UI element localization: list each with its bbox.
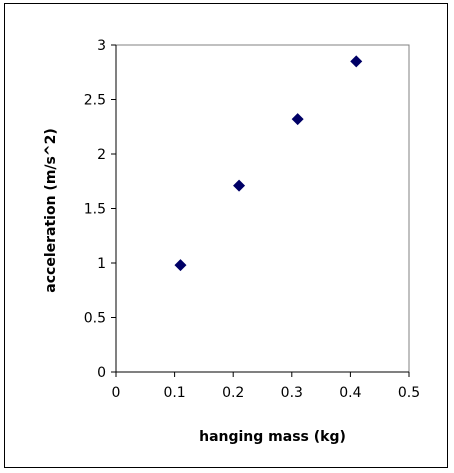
x-tick-label: 0 (112, 385, 121, 401)
x-tick-label: 0.2 (222, 385, 244, 401)
y-tick-label: 1.5 (84, 202, 106, 218)
data-points (174, 55, 363, 272)
x-tick-label: 0.4 (339, 385, 361, 401)
x-tick-label: 0.3 (281, 385, 303, 401)
y-tick-label: 3 (97, 38, 106, 54)
y-tick-label: 1 (97, 256, 106, 272)
data-point (350, 55, 363, 68)
data-point (174, 259, 187, 272)
y-tick-label: 2 (97, 147, 106, 163)
y-tick-label: 0.5 (84, 311, 106, 327)
data-point (233, 179, 246, 192)
y-axis: 0 0.5 1 1.5 2 2.5 3 (84, 38, 116, 381)
data-point (291, 113, 304, 126)
y-tick-label: 2.5 (84, 93, 106, 109)
y-tick-label: 0 (97, 365, 106, 381)
y-axis-title: acceleration (m/s^2) (43, 128, 59, 292)
x-axis: 0 0.1 0.2 0.3 0.4 0.5 (112, 372, 420, 401)
x-tick-label: 0.1 (163, 385, 185, 401)
plot-area (115, 44, 410, 373)
x-tick-label: 0.5 (398, 385, 420, 401)
x-axis-title: hanging mass (kg) (199, 429, 346, 445)
